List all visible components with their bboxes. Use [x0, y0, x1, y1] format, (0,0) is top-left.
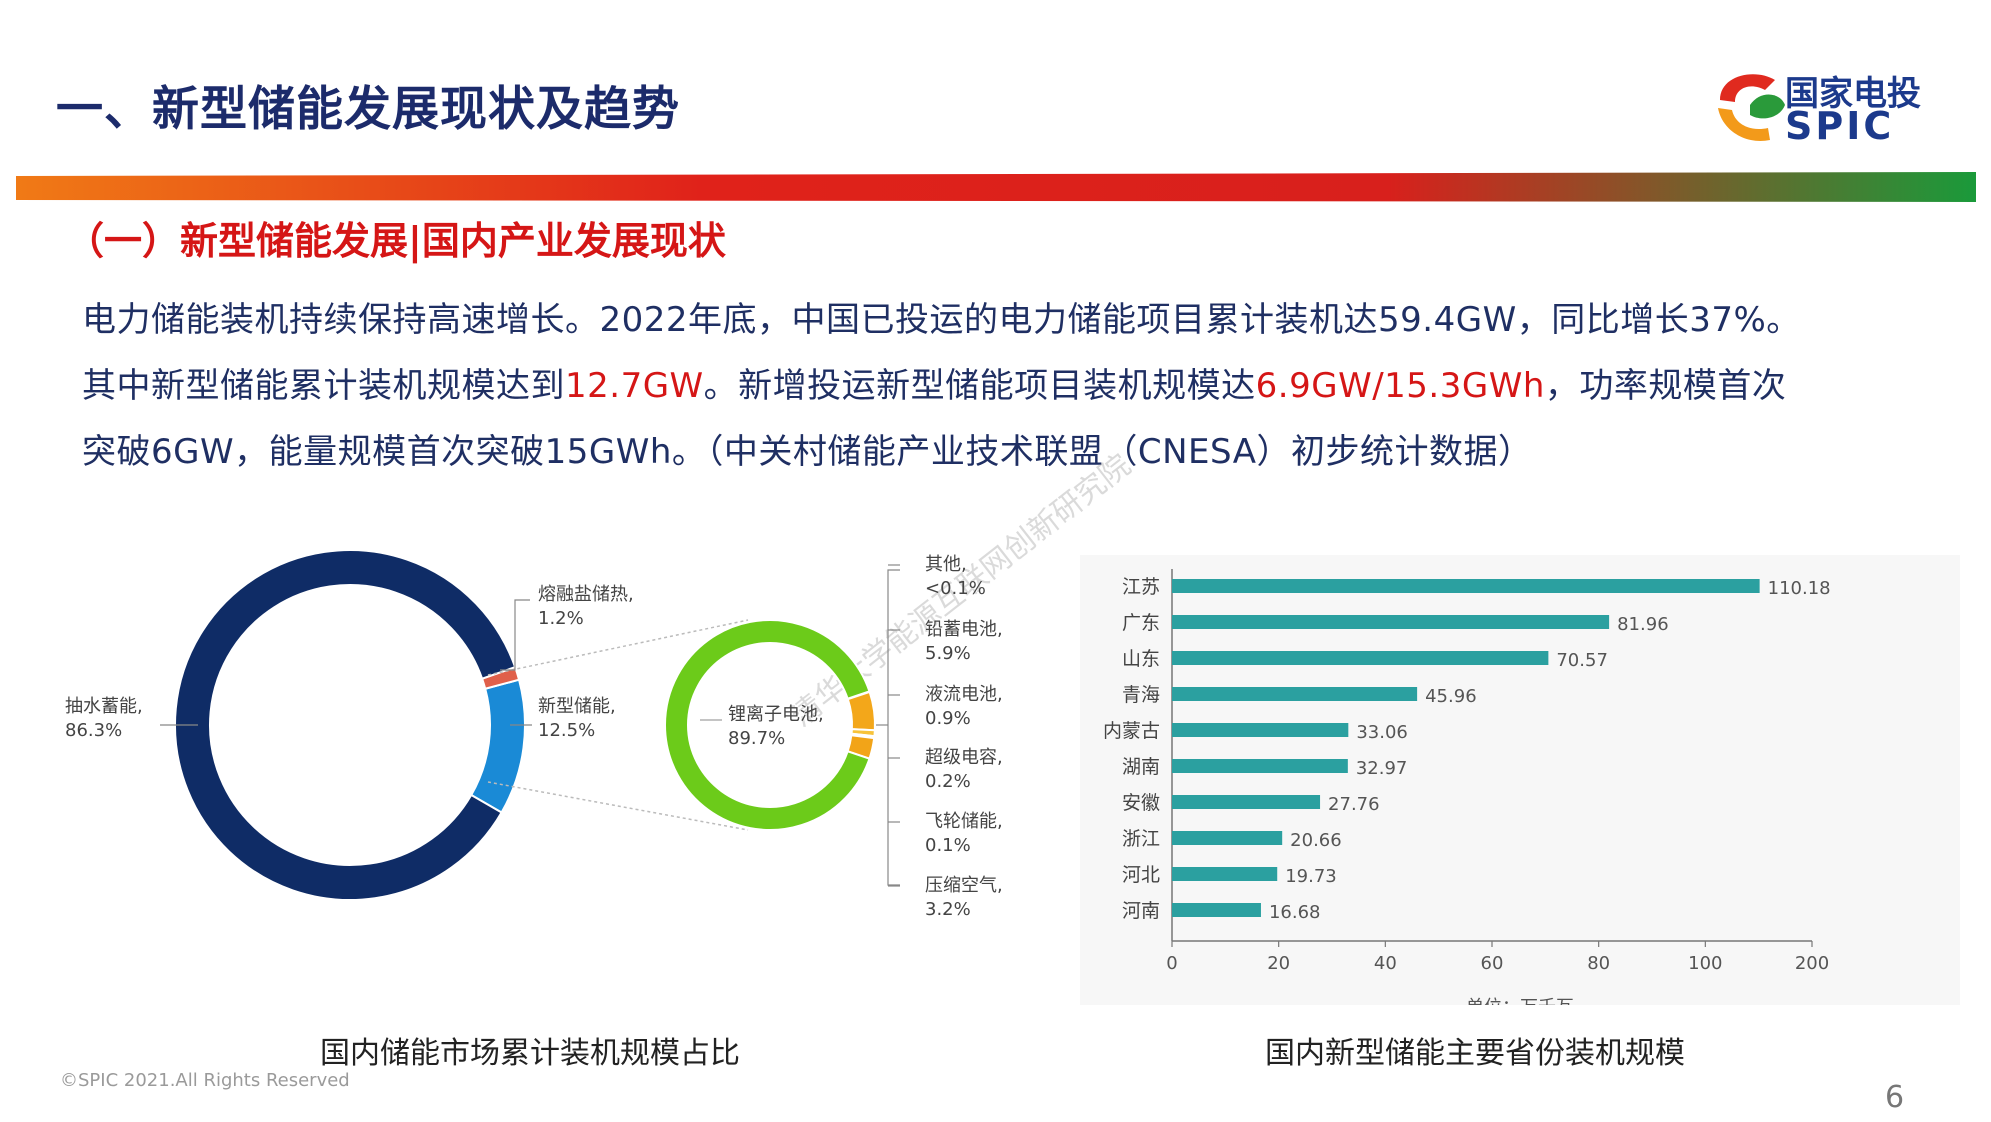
bar — [1172, 867, 1278, 881]
donut-sub-label: 锂离子电池, — [728, 704, 824, 725]
unit-label: 单位：万千瓦 — [1466, 997, 1574, 1005]
donut-main-slice — [469, 678, 526, 814]
logo-mark-green — [1750, 94, 1785, 119]
donut-sub-value: 89.7% — [728, 728, 785, 749]
bar — [1172, 687, 1418, 701]
bar-value-label: 45.96 — [1425, 686, 1477, 707]
category-label: 安徽 — [1122, 792, 1160, 814]
bar-value-label: 33.06 — [1356, 722, 1408, 743]
donut-sub-label: 其他, — [925, 554, 967, 575]
highlight-new-installations: 6.9GW/15.3GWh — [1255, 366, 1545, 406]
bar — [1172, 795, 1321, 809]
body-line-2-e: ，功率规模首次 — [1544, 366, 1787, 406]
spic-logo — [1718, 74, 1785, 141]
donut-main-value: 12.5% — [538, 720, 595, 741]
x-tick-label: 60 — [1481, 953, 1504, 974]
donut-main-label: 熔融盐储热, — [538, 584, 634, 605]
bar — [1172, 579, 1760, 593]
x-tick-label: 40 — [1374, 953, 1397, 974]
logo-text-cn: 国家电投 — [1785, 74, 1921, 114]
category-label: 山东 — [1122, 648, 1160, 670]
bar-value-label: 70.57 — [1556, 650, 1608, 671]
logo-mark-red — [1720, 74, 1775, 102]
x-tick-label: 20 — [1267, 953, 1290, 974]
category-label: 河南 — [1122, 900, 1160, 922]
donut-sub-value: <0.1% — [925, 578, 986, 599]
donut-sub-label: 铅蓄电池, — [925, 619, 1003, 640]
category-label: 江苏 — [1122, 576, 1160, 598]
donut-chart-caption: 国内储能市场累计装机规模占比 — [320, 1036, 740, 1071]
bar — [1172, 759, 1348, 773]
page-number: 6 — [1885, 1080, 1905, 1115]
category-label: 河北 — [1122, 864, 1160, 886]
bar-chart-labels: 0 20 40 60 80 100 200 江苏 110.18 广东 81.96 山东 70.57 青海 4… — [1103, 576, 1831, 1005]
category-label: 湖南 — [1122, 756, 1160, 778]
header-color-band — [16, 172, 1976, 202]
donut-sub-slice — [664, 619, 871, 831]
donut-sub-label: 飞轮储能, — [925, 811, 1003, 832]
donut-sub-label: 超级电容, — [925, 747, 1003, 768]
storage-share-donut-charts: 抽水蓄能, 86.3% 熔融盐储热, 1.2% 新型储能, 12.5% 锂离子电池, 89.7… — [65, 549, 1003, 920]
donut-main — [174, 549, 526, 901]
category-label: 广东 — [1122, 612, 1160, 634]
connector-line — [487, 781, 749, 831]
donut-sub-value: 0.2% — [925, 771, 971, 792]
bar-value-label: 81.96 — [1617, 614, 1669, 635]
donut-main-value: 86.3% — [65, 720, 122, 741]
logo-text-en: SPIC — [1785, 104, 1895, 148]
category-label: 青海 — [1122, 684, 1160, 706]
bar — [1172, 615, 1610, 629]
bar-chart-background — [1080, 555, 1960, 1005]
leader-line — [500, 599, 530, 671]
donut-connectors — [487, 619, 749, 831]
copyright-text: ©SPIC 2021.All Rights Reserved — [60, 1070, 350, 1091]
bar — [1172, 651, 1549, 665]
x-tick-label: 100 — [1688, 953, 1722, 974]
category-label: 内蒙古 — [1103, 720, 1160, 742]
bar-chart-caption: 国内新型储能主要省份装机规模 — [1265, 1036, 1685, 1071]
bar-value-label: 27.76 — [1328, 794, 1380, 815]
bar-chart-bars — [1172, 579, 1760, 917]
x-tick-label: 200 — [1795, 953, 1829, 974]
donut-sub — [664, 619, 876, 831]
bar-value-label: 110.18 — [1768, 578, 1831, 599]
bar-value-label: 16.68 — [1269, 902, 1321, 923]
bar — [1172, 831, 1283, 845]
donut-sub-value: 5.9% — [925, 643, 971, 664]
body-line-2-c: 。新增投运新型储能项目装机规模达 — [703, 366, 1256, 406]
logo-mark-orange — [1718, 108, 1770, 141]
body-line-3: 突破6GW，能量规模首次突破15GWh。（中关村储能产业技术联盟（CNESA）初… — [82, 432, 1533, 472]
donut-sub-value: 0.9% — [925, 708, 971, 729]
body-line-1: 电力储能装机持续保持高速增长。2022年底，中国已投运的电力储能项目累计装机达5… — [82, 300, 1801, 340]
bar — [1172, 903, 1261, 917]
donut-sub-value: 3.2% — [925, 899, 971, 920]
donut-sub-label: 压缩空气, — [925, 875, 1003, 896]
bar — [1172, 723, 1349, 737]
connector-line — [487, 619, 749, 676]
x-tick-label: 0 — [1166, 953, 1177, 974]
donut-main-label: 新型储能, — [538, 696, 616, 717]
label-bracket — [887, 569, 900, 886]
category-label: 浙江 — [1122, 828, 1160, 850]
bar-value-label: 32.97 — [1356, 758, 1408, 779]
bar-value-label: 19.73 — [1285, 866, 1337, 887]
donut-main-value: 1.2% — [538, 608, 584, 629]
donut-main-slice — [174, 549, 517, 901]
x-tick-label: 80 — [1587, 953, 1610, 974]
donut-labels: 抽水蓄能, 86.3% 熔融盐储热, 1.2% 新型储能, 12.5% 锂离子电池, 89.7… — [65, 554, 1003, 920]
donut-main-label: 抽水蓄能, — [65, 696, 143, 717]
province-bar-chart: 0 20 40 60 80 100 200 江苏 110.18 广东 81.96 山东 70.57 青海 4… — [1080, 555, 1960, 1005]
section-subtitle: （一）新型储能发展|国内产业发展现状 — [66, 219, 726, 263]
highlight-new-storage-capacity: 12.7GW — [565, 366, 704, 406]
donut-sub-label: 液流电池, — [925, 684, 1003, 705]
bar-value-label: 20.66 — [1290, 830, 1342, 851]
body-line-2: 其中新型储能累计装机规模达到12.7GW。新增投运新型储能项目装机规模达6.9G… — [82, 358, 1786, 407]
donut-sub-value: 0.1% — [925, 835, 971, 856]
body-line-2-a: 其中新型储能累计装机规模达到 — [82, 366, 565, 406]
page-title: 一、新型储能发展现状及趋势 — [56, 82, 680, 137]
